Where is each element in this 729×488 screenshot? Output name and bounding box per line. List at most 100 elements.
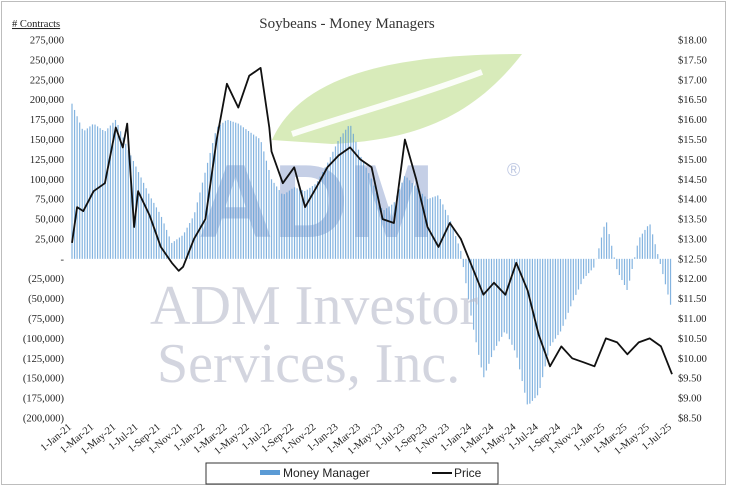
money-manager-bar	[81, 128, 83, 259]
money-manager-bar	[380, 207, 383, 259]
y-right-tick-label: $17.00	[678, 75, 707, 86]
money-manager-bar	[357, 149, 360, 259]
money-manager-bar	[603, 226, 605, 259]
money-manager-bar	[575, 258, 577, 295]
money-manager-bar	[227, 119, 229, 259]
money-manager-bar	[99, 128, 101, 259]
money-manager-bar	[616, 258, 618, 270]
money-manager-bar	[639, 237, 641, 259]
money-manager-bar	[107, 128, 109, 259]
money-manager-bar	[209, 152, 211, 259]
money-manager-bar	[316, 181, 319, 259]
money-manager-bar	[347, 126, 349, 259]
money-manager-bar	[478, 258, 480, 355]
y-left-tick-label: (150,000)	[23, 374, 65, 385]
money-manager-bar	[636, 245, 638, 259]
money-manager-bar	[270, 179, 273, 259]
money-manager-bar	[291, 188, 293, 259]
legend-swatch-money-manager	[260, 470, 280, 475]
money-manager-bar	[286, 192, 288, 259]
money-manager-bar	[104, 131, 106, 259]
money-manager-bar	[432, 197, 434, 259]
money-manager-bar	[334, 146, 337, 259]
money-manager-bar	[145, 188, 147, 259]
legend-box	[205, 462, 499, 485]
money-manager-bar	[465, 258, 467, 284]
money-manager-bar	[122, 137, 124, 259]
y-right-tick-label: $9.50	[678, 374, 702, 385]
money-manager-bar	[623, 258, 626, 285]
y-left-tick-label: 275,000	[30, 36, 64, 47]
money-manager-bar	[598, 248, 600, 259]
money-manager-bar	[217, 126, 219, 259]
money-manager-bar	[434, 196, 436, 259]
y-left-axis: 275,000 250,000 225,000 200,000 175,000 150,0…	[23, 36, 65, 425]
money-manager-bar	[76, 116, 78, 259]
watermark-registered-mark: ®	[507, 160, 520, 180]
money-manager-bar	[342, 133, 344, 259]
y-left-tick-label: (125,000)	[23, 354, 65, 365]
y-left-tick-label: (75,000)	[28, 314, 64, 325]
money-manager-bar	[667, 258, 669, 295]
money-manager-bar	[181, 235, 183, 259]
money-manager-bar	[150, 198, 152, 259]
money-manager-bar	[501, 258, 503, 337]
money-manager-bar	[96, 126, 99, 259]
y-left-tick-label: 100,000	[30, 175, 64, 186]
money-manager-bar	[352, 133, 354, 259]
money-manager-bar	[311, 186, 314, 259]
money-manager-bar	[102, 129, 104, 259]
money-manager-bar	[196, 202, 198, 259]
money-manager-bar	[288, 190, 291, 259]
money-manager-bar	[662, 258, 664, 275]
y-left-tick-label: (25,000)	[28, 274, 64, 285]
money-manager-bar	[201, 182, 204, 259]
watermark-leaf-icon	[272, 54, 522, 144]
money-manager-bar	[148, 193, 150, 259]
money-manager-bar	[444, 209, 447, 259]
money-manager-bar	[570, 258, 572, 307]
watermark-line2: Services, Inc.	[157, 333, 460, 395]
y-right-tick-label: $11.00	[678, 314, 707, 325]
money-manager-bar	[86, 128, 88, 259]
money-manager-bar	[153, 202, 155, 259]
money-manager-bar	[109, 125, 111, 259]
money-manager-bar	[278, 190, 280, 259]
price-line-group	[71, 67, 673, 375]
money-manager-bar	[524, 258, 526, 393]
money-manager-bar	[398, 189, 401, 259]
money-manager-bar	[314, 184, 316, 259]
money-manager-bar	[337, 141, 339, 259]
money-manager-bar	[299, 189, 301, 259]
y-right-tick-label: $15.00	[678, 155, 707, 166]
money-manager-bar	[503, 258, 505, 333]
money-manager-bar	[253, 134, 255, 259]
money-manager-bar	[585, 258, 587, 276]
money-manager-bar	[516, 258, 518, 358]
money-manager-bar	[559, 258, 562, 332]
money-manager-bar	[194, 212, 196, 259]
money-manager-bar	[449, 221, 452, 259]
y-right-tick-label: $13.00	[678, 234, 707, 245]
money-manager-bar	[319, 176, 321, 259]
money-manager-bar	[519, 258, 521, 370]
money-manager-bar	[409, 180, 411, 259]
money-manager-bar	[362, 162, 365, 259]
y-right-tick-label: $12.50	[678, 254, 707, 265]
x-axis: 1-Jan-211-Mar-211-May-211-Jul-211-Sep-21…	[39, 421, 674, 457]
money-manager-bar	[511, 258, 513, 345]
y-left-tick-label: 25,000	[35, 234, 64, 245]
money-manager-bar	[460, 250, 462, 259]
money-manager-bar	[79, 122, 81, 259]
money-manager-bar	[439, 199, 441, 259]
money-manager-bar	[158, 211, 160, 259]
money-manager-bar	[547, 258, 549, 356]
legend: Money Manager Price	[205, 462, 499, 485]
money-manager-bar	[472, 258, 475, 330]
money-manager-bar	[485, 258, 487, 371]
money-manager-bar	[631, 258, 633, 269]
money-manager-bar	[414, 185, 416, 259]
money-manager-bar	[611, 245, 613, 259]
money-manager-bar	[470, 258, 472, 316]
